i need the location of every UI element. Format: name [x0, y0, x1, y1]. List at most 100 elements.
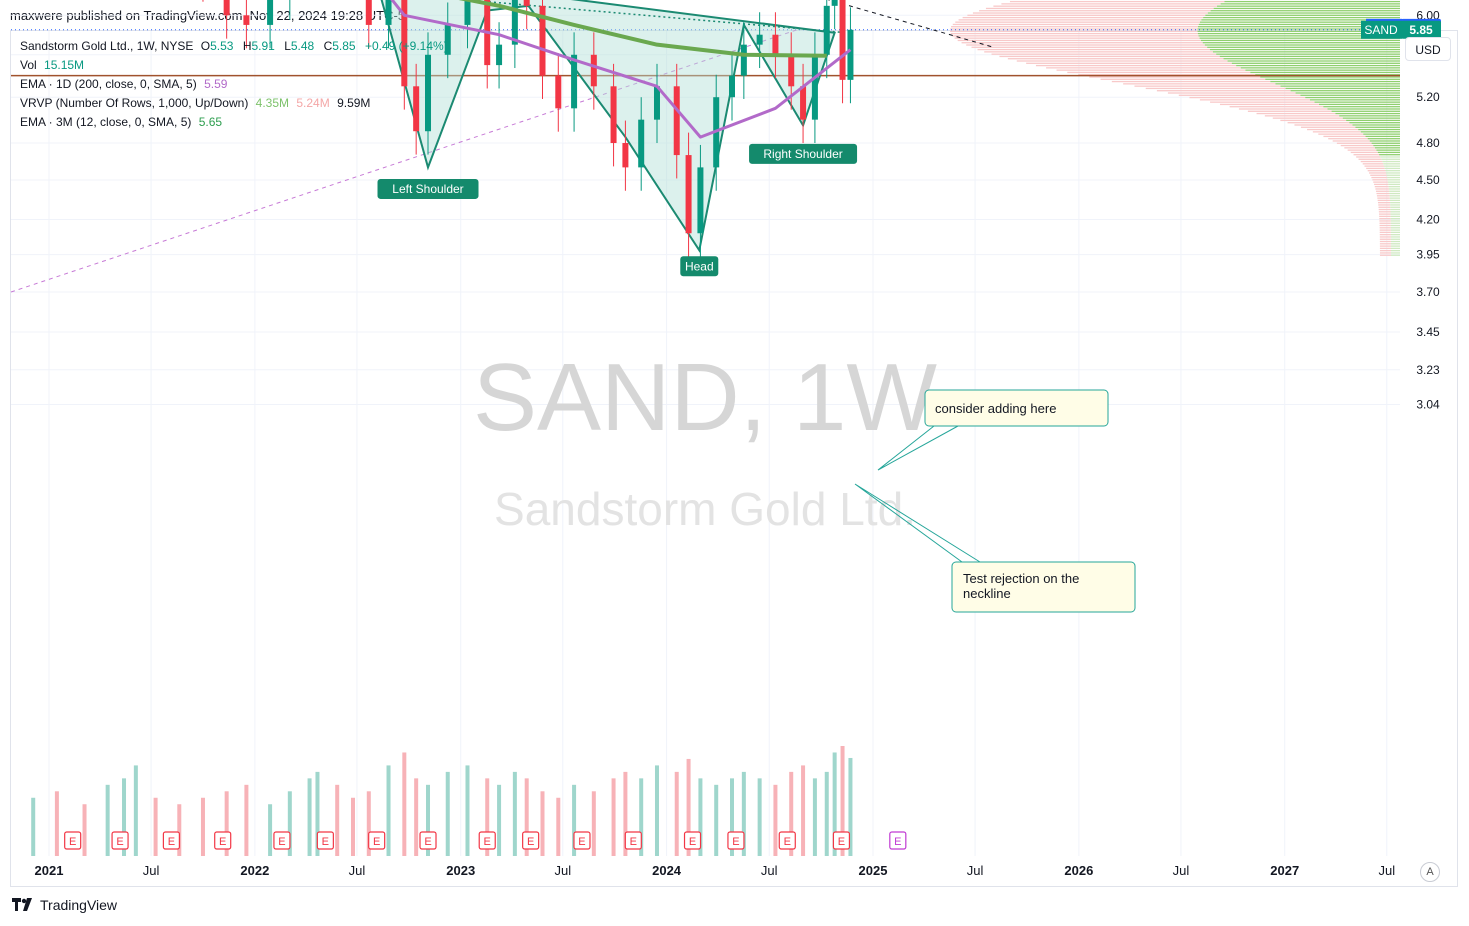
volume-bar — [414, 778, 419, 856]
earnings-event-letter: E — [527, 836, 534, 848]
legend-ema200-value: 5.59 — [204, 77, 228, 91]
pattern-label-text: Head — [685, 259, 714, 273]
profile-row-down — [1362, 163, 1384, 165]
profile-row-down — [1377, 199, 1390, 202]
profile-row-down — [991, 53, 1217, 55]
profile-row-down — [1360, 160, 1383, 163]
profile-row-down — [1379, 231, 1391, 234]
callout-rejection-text-line2: neckline — [963, 586, 1011, 601]
profile-row-down — [961, 42, 1203, 44]
legend-row-vrvp[interactable]: VRVP (Number Of Rows, 1,000, Up/Down) 4.… — [20, 96, 374, 110]
profile-row-down — [1347, 149, 1377, 151]
profile-row-down — [1356, 156, 1381, 158]
candle-body — [590, 54, 597, 87]
profile-row-up — [1385, 170, 1400, 172]
legend-row-vol[interactable]: Vol 15.15M — [20, 58, 88, 72]
profile-row-up — [1371, 142, 1400, 144]
currency-button[interactable]: USD — [1405, 37, 1451, 61]
volume-bar — [540, 791, 545, 856]
earnings-event-icon — [64, 831, 82, 850]
profile-row-up — [1224, 0, 1400, 3]
profile-row-up — [1390, 227, 1400, 229]
pattern-label-text: Left Shoulder — [392, 182, 463, 196]
x-tick-label: 2022 — [240, 863, 269, 878]
y-tick-label: 3.95 — [1416, 248, 1440, 262]
volume-bar — [224, 791, 229, 856]
earnings-event-icon — [522, 831, 540, 850]
earnings-event-letter: E — [484, 836, 491, 848]
profile-row-down — [1256, 112, 1336, 115]
earnings-event-icon — [683, 831, 702, 850]
profile-row-up — [1204, 44, 1400, 46]
volume-bar — [386, 765, 391, 856]
chart-frame — [10, 30, 1458, 887]
profile-row-down — [1145, 87, 1286, 90]
y-tick-label: 3.45 — [1416, 325, 1440, 339]
legend-vrvp-up: 4.35M — [255, 96, 290, 110]
profile-row-up — [1377, 151, 1400, 154]
auto-scale-button[interactable]: A — [1420, 862, 1440, 882]
profile-row-up — [1389, 199, 1400, 202]
pattern-label-box — [377, 178, 479, 199]
profile-row-down — [957, 39, 1201, 42]
profile-row-up — [1197, 32, 1400, 35]
profile-row-down — [1089, 76, 1261, 78]
volume-bar — [133, 765, 138, 856]
head-and-shoulders-pattern — [380, 0, 836, 253]
volume-bar — [674, 771, 679, 856]
volume-bar — [801, 765, 806, 856]
profile-row-down — [1364, 165, 1385, 167]
volume-bar — [307, 778, 312, 856]
legend-close: C5.85 — [323, 39, 356, 53]
legend-vol-label: Vol — [20, 58, 37, 72]
candle-body — [847, 29, 854, 80]
profile-row-down — [1344, 147, 1375, 149]
profile-row-up — [1349, 122, 1400, 124]
volume-bar — [789, 771, 794, 856]
profile-row-down — [1336, 142, 1372, 144]
profile-row-up — [1231, 62, 1400, 64]
tradingview-logo-icon — [12, 898, 32, 911]
profile-row-down — [1358, 158, 1382, 160]
ema-lines — [390, 0, 852, 139]
profile-row-up — [1223, 58, 1400, 60]
volume-bar — [848, 757, 853, 856]
profile-row-up — [1198, 23, 1400, 26]
earnings-event-letter: E — [278, 836, 285, 848]
profile-row-up — [1209, 48, 1400, 51]
earnings-event-icon — [162, 831, 180, 850]
callout-rejection-box — [951, 561, 1136, 613]
volume-bar — [757, 778, 762, 856]
volume-bar — [445, 771, 450, 856]
earnings-event-icon — [727, 831, 745, 850]
profile-row-up — [1352, 124, 1400, 126]
profile-row-down — [1379, 218, 1391, 220]
volume-bar — [730, 778, 735, 856]
profile-row-up — [1207, 12, 1400, 14]
x-tick-label: 2023 — [446, 863, 475, 878]
legend-row-ema200[interactable]: EMA · 1D (200, close, 0, SMA, 5) 5.59 — [20, 77, 231, 91]
profile-row-up — [1240, 67, 1400, 69]
profile-row-down — [1312, 131, 1361, 133]
profile-row-up — [1376, 149, 1400, 151]
profile-row-down — [1307, 128, 1359, 131]
profile-row-up — [1390, 202, 1400, 204]
tradingview-footer[interactable]: TradingView — [12, 897, 117, 913]
x-tick-label: 2024 — [652, 863, 682, 878]
sand-tag-text: SAND — [1364, 23, 1398, 37]
profile-row-down — [950, 30, 1198, 32]
candle-body — [365, 0, 372, 25]
volume-bar — [840, 746, 845, 856]
legend-row-ema12[interactable]: EMA · 3M (12, close, 0, SMA, 5) 5.65 — [20, 115, 226, 129]
profile-row-up — [1383, 163, 1400, 165]
candle-body — [697, 167, 704, 234]
earnings-event-icon — [624, 831, 642, 850]
volume-bars — [31, 746, 853, 856]
profile-row-up — [1285, 87, 1400, 90]
profile-row-down — [1379, 245, 1391, 247]
earnings-event-letter: E — [894, 836, 901, 848]
profile-row-up — [1390, 204, 1400, 206]
legend-row-symbol: Sandstorm Gold Ltd., 1W, NYSE O5.53 H5.9… — [20, 39, 452, 53]
profile-row-up — [1255, 74, 1400, 76]
